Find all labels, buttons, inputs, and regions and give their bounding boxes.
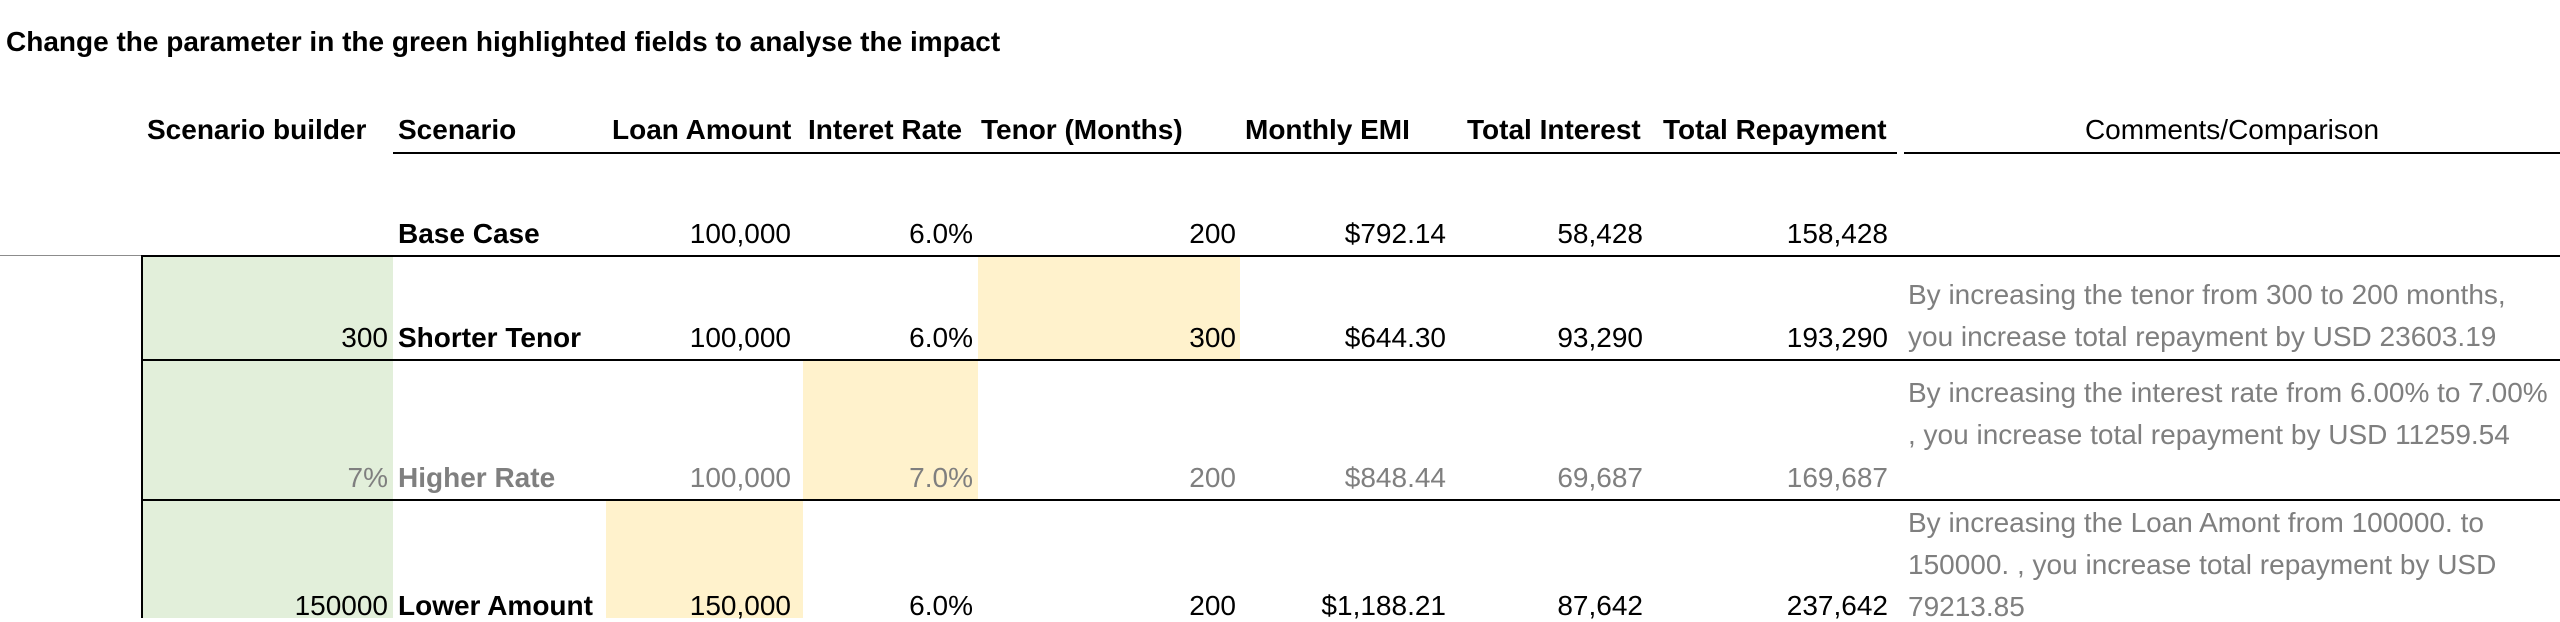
row-4-comment: By increasing the Loan Amont from 100000… — [1908, 507, 2497, 618]
amount-changed-highlight — [606, 500, 803, 618]
header-loan-amount: Loan Amount — [612, 114, 792, 145]
row-2-monthly-emi: $644.30 — [1344, 322, 1446, 353]
row-4-loan-amount: 150,000 — [689, 590, 791, 621]
row-divider-3 — [141, 499, 2560, 501]
row-2-total-repayment: 193,290 — [1786, 322, 1888, 353]
row-3-total-interest: 69,687 — [1557, 462, 1643, 493]
row-2-builder-input[interactable]: 300 — [341, 322, 388, 353]
header-interest-rate: Interet Rate — [808, 114, 963, 145]
row-divider-2 — [141, 359, 2560, 361]
row-4-tenor: 200 — [1189, 590, 1236, 621]
header-total-repayment: Total Repayment — [1663, 114, 1887, 145]
row-1-scenario: Base Case — [398, 218, 540, 249]
comments-header-underline — [1904, 152, 2560, 154]
header-scenario: Scenario — [398, 114, 517, 145]
row-1-interest-rate: 6.0% — [909, 218, 973, 249]
instruction-text: Change the parameter in the green highli… — [6, 26, 1001, 57]
header-scenario-builder: Scenario builder — [147, 114, 367, 145]
header-tenor: Tenor (Months) — [981, 114, 1183, 145]
header-underline — [393, 152, 1897, 154]
row-2-loan-amount: 100,000 — [689, 322, 791, 353]
row-2-tenor: 300 — [1189, 322, 1236, 353]
row-3-scenario: Higher Rate — [398, 462, 556, 493]
row-2-comment: By increasing the tenor from 300 to 200 … — [1908, 279, 2506, 352]
row-3-interest-rate: 7.0% — [909, 462, 973, 493]
row-4-interest-rate: 6.0% — [909, 590, 973, 621]
row-3-monthly-emi: $848.44 — [1344, 462, 1446, 493]
row-2-scenario: Shorter Tenor — [398, 322, 582, 353]
scenario-builder-input-area[interactable] — [143, 256, 393, 618]
tenor-changed-highlight — [978, 256, 1240, 360]
row-1-loan-amount: 100,000 — [689, 218, 791, 249]
row-3-total-repayment: 169,687 — [1786, 462, 1888, 493]
header-total-interest: Total Interest — [1467, 114, 1641, 145]
left-gridline — [0, 255, 143, 256]
left-border — [141, 255, 143, 618]
row-4-total-interest: 87,642 — [1557, 590, 1643, 621]
row-2-total-interest: 93,290 — [1557, 322, 1643, 353]
rate-changed-highlight — [803, 360, 978, 500]
header-monthly-emi: Monthly EMI — [1245, 114, 1410, 145]
row-4-monthly-emi: $1,188.21 — [1321, 590, 1446, 621]
row-4-scenario: Lower Amount — [398, 590, 593, 621]
row-2-interest-rate: 6.0% — [909, 322, 973, 353]
row-3-tenor: 200 — [1189, 462, 1236, 493]
row-3-builder-input[interactable]: 7% — [347, 462, 388, 493]
row-1-total-interest: 58,428 — [1557, 218, 1643, 249]
row-1-monthly-emi: $792.14 — [1344, 218, 1446, 249]
row-3-loan-amount: 100,000 — [689, 462, 791, 493]
row-divider-1 — [141, 255, 2560, 257]
row-1-tenor: 200 — [1189, 218, 1236, 249]
row-4-builder-input[interactable]: 150000 — [294, 590, 388, 621]
header-comments: Comments/Comparison — [2084, 114, 2380, 145]
row-3-comment: By increasing the interest rate from 6.0… — [1908, 377, 2548, 450]
row-1-total-repayment: 158,428 — [1786, 218, 1888, 249]
row-4-total-repayment: 237,642 — [1786, 590, 1888, 621]
